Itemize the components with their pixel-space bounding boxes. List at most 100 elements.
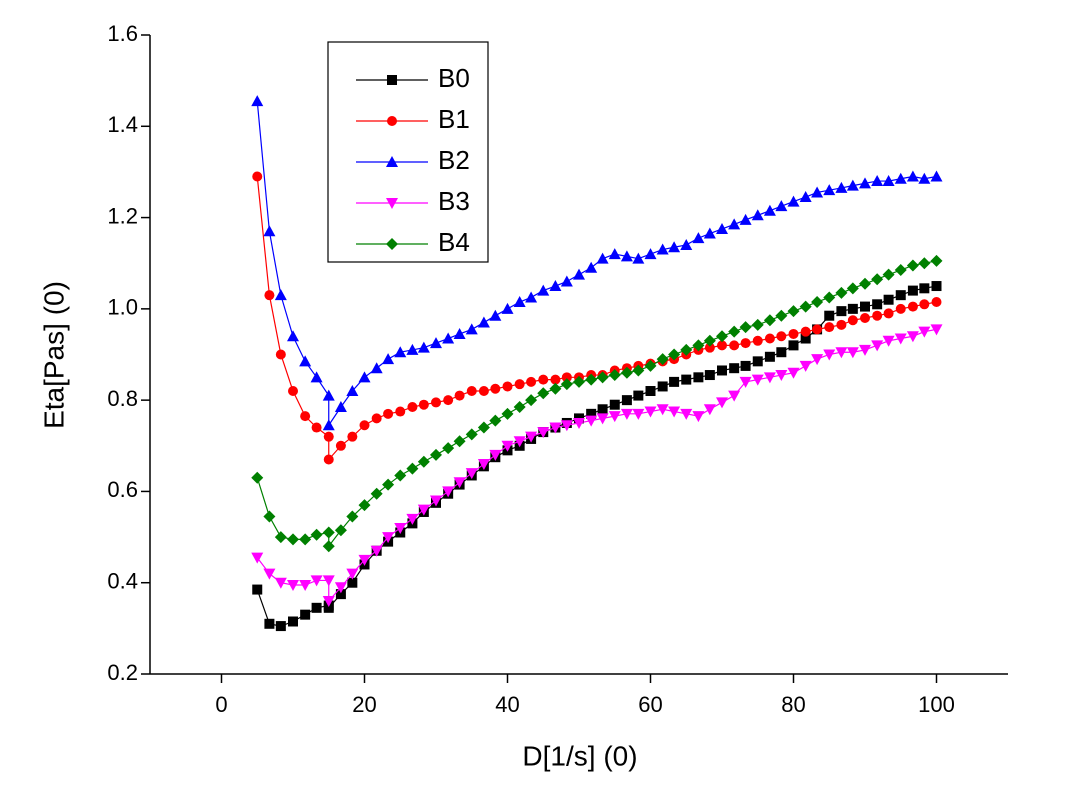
series-line: [256, 260, 937, 548]
point: [322, 389, 335, 401]
point: [609, 399, 620, 410]
point: [656, 353, 669, 366]
point: [514, 379, 525, 390]
point: [871, 175, 884, 187]
point: [763, 372, 776, 384]
point: [872, 310, 883, 321]
point: [585, 415, 598, 427]
point: [370, 545, 383, 557]
point: [906, 331, 919, 343]
point: [287, 533, 299, 546]
point: [919, 283, 930, 294]
point: [871, 273, 884, 286]
point: [478, 386, 489, 397]
point: [252, 171, 263, 182]
point: [906, 259, 919, 272]
point: [894, 172, 907, 184]
point: [300, 411, 311, 422]
point: [573, 375, 585, 388]
point: [644, 359, 657, 372]
point: [430, 337, 442, 349]
point: [681, 374, 692, 385]
point: [453, 435, 466, 448]
point: [811, 186, 824, 198]
point: [656, 243, 669, 255]
point: [847, 315, 858, 326]
point: [799, 191, 812, 203]
point: [525, 291, 538, 303]
point: [513, 436, 526, 448]
point: [739, 376, 752, 388]
point: [334, 582, 347, 594]
point: [596, 413, 609, 425]
point: [394, 346, 407, 358]
point: [703, 227, 716, 239]
point: [788, 340, 799, 351]
point: [836, 306, 847, 317]
point: [513, 400, 526, 413]
point: [787, 305, 800, 318]
point: [823, 291, 836, 304]
legend-marker: [387, 116, 397, 126]
point: [716, 397, 728, 409]
point: [907, 285, 918, 296]
point: [693, 372, 704, 383]
point: [668, 406, 681, 418]
point: [859, 177, 871, 189]
point: [669, 376, 680, 387]
point: [680, 408, 693, 420]
x-tick-label: 0: [215, 692, 227, 717]
point: [299, 355, 312, 367]
point: [322, 595, 335, 607]
point: [657, 381, 668, 392]
point: [358, 371, 371, 383]
point: [347, 577, 358, 588]
point: [382, 353, 395, 365]
point: [274, 531, 287, 544]
point: [406, 462, 419, 475]
point: [287, 579, 299, 591]
point: [846, 282, 859, 295]
point: [812, 324, 823, 335]
y-tick-label: 0.2: [107, 660, 138, 685]
legend-marker: [386, 238, 398, 250]
point: [823, 184, 836, 196]
point: [621, 395, 632, 406]
point: [489, 414, 502, 427]
point: [883, 294, 894, 305]
point: [560, 275, 573, 287]
point: [322, 540, 335, 553]
point: [751, 209, 764, 221]
point: [323, 431, 334, 442]
point: [288, 386, 298, 397]
point: [597, 404, 608, 415]
point: [872, 299, 883, 310]
point: [740, 338, 751, 349]
point: [859, 344, 871, 356]
point: [596, 371, 609, 384]
point: [526, 376, 537, 387]
point: [846, 347, 859, 359]
point: [347, 431, 358, 442]
point: [847, 303, 858, 314]
point: [800, 333, 811, 344]
point: [442, 442, 455, 455]
point: [251, 552, 264, 564]
point: [275, 621, 286, 632]
point: [322, 419, 335, 431]
point: [811, 296, 824, 309]
point: [894, 333, 907, 345]
point: [501, 407, 514, 420]
point: [751, 374, 764, 386]
point: [560, 420, 573, 432]
point: [800, 326, 811, 337]
point: [680, 343, 693, 356]
point: [752, 335, 763, 346]
point: [442, 486, 455, 498]
point: [287, 330, 299, 342]
point: [608, 369, 621, 382]
point: [406, 343, 419, 355]
point: [334, 524, 347, 537]
point: [537, 427, 550, 439]
